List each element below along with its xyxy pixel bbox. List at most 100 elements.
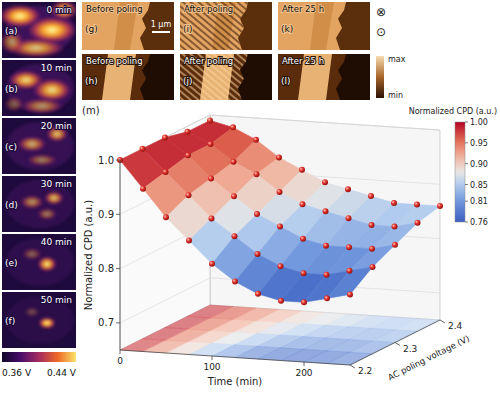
tick-label: 0.8 [98, 263, 114, 274]
tick-label: 1.0 [98, 155, 114, 166]
map-feature [6, 296, 74, 344]
data-point [301, 270, 307, 276]
data-point [346, 244, 352, 250]
colorbar-title: Normalized CPD (a.u.) [409, 107, 497, 116]
data-point [392, 224, 398, 230]
domain [336, 2, 370, 50]
tick [116, 322, 120, 323]
colorbar-label: 0.85 [470, 181, 488, 190]
floor-projection [395, 319, 441, 332]
data-point [255, 251, 261, 257]
data-point [208, 141, 214, 147]
data-point [209, 261, 215, 267]
map-background [2, 176, 76, 232]
colorbar-tick [465, 222, 468, 223]
data-point [368, 193, 374, 199]
map-feature [20, 195, 44, 209]
data-point [324, 272, 330, 278]
data-point [346, 215, 352, 221]
panel-caption: 0 min [46, 5, 72, 15]
kpfm-map [2, 2, 76, 58]
pfm-map [278, 54, 370, 100]
panel-caption: After 25 h [282, 4, 324, 14]
data-point [185, 129, 191, 135]
panel-caption: 50 min [41, 295, 72, 305]
panel-caption: 30 min [41, 179, 72, 189]
map-background [2, 118, 76, 174]
data-point [232, 279, 238, 285]
panel-caption: After poling [184, 56, 233, 66]
tick-label: 0 [117, 356, 123, 366]
tick-label: 2.4 [448, 321, 463, 331]
data-point [347, 268, 353, 274]
colorbar-label: 1.00 [470, 118, 488, 127]
tick-label: 0.9 [98, 209, 114, 220]
data-point [370, 264, 376, 270]
data-point [278, 263, 284, 269]
figure: (a)0 min(b)10 min(c)20 min(d)30 min(e)40… [0, 0, 500, 393]
data-point [347, 291, 353, 297]
pfm-map [180, 54, 272, 100]
data-point [140, 146, 146, 152]
polarization-symbol: ⊗ [376, 5, 386, 19]
tick-label: 100 [203, 362, 220, 372]
panel-label: (a) [5, 26, 18, 36]
data-point [391, 200, 397, 206]
data-point [232, 233, 238, 239]
data-point [345, 186, 351, 192]
map-feature [6, 180, 74, 228]
map-background [82, 54, 174, 100]
map-feature [37, 256, 57, 272]
data-point [163, 214, 169, 220]
pfm-map [82, 54, 174, 100]
data-point [323, 208, 329, 214]
panel-label: (f) [5, 316, 15, 326]
map-background [180, 54, 272, 100]
data-point [185, 152, 191, 158]
axis-line [120, 320, 440, 365]
colorbar-tick [465, 142, 468, 143]
map-background [2, 234, 76, 290]
pfm-colorbar [376, 56, 384, 98]
map-background [180, 2, 272, 50]
tick [116, 268, 120, 269]
panel-label: (e) [5, 258, 18, 268]
panel-label: (k) [281, 24, 293, 34]
tick [395, 343, 400, 346]
data-point [277, 189, 283, 195]
data-point [324, 295, 330, 301]
surface-patch [372, 223, 418, 249]
tick [116, 160, 120, 161]
floor-projection [350, 341, 396, 354]
panel-label: (m) [82, 105, 100, 116]
data-point [300, 236, 306, 242]
data-point [209, 215, 215, 221]
floor-projection [327, 352, 373, 365]
colorbar-tick [465, 184, 468, 185]
data-point [140, 186, 146, 192]
data-point [300, 201, 306, 207]
axis-title: Time (min) [207, 376, 262, 387]
tick [440, 320, 445, 323]
data-point [162, 135, 168, 141]
panel-label: (j) [183, 76, 193, 86]
scale-bar-label: 1 μm [151, 20, 172, 29]
map-background [2, 292, 76, 348]
data-point [253, 137, 259, 143]
data-point [323, 243, 329, 249]
scale-bar [152, 31, 170, 33]
colorbar-tick [465, 122, 468, 123]
kpfm-colorbar [2, 352, 76, 362]
kpfm-map [2, 292, 76, 348]
colorbar-label: 0.95 [470, 139, 488, 148]
floor-projection [372, 330, 418, 343]
data-point [369, 246, 375, 252]
colorbar-label: 0.44 V [47, 368, 77, 378]
data-point [278, 298, 284, 304]
kpfm-map [2, 118, 76, 174]
tick-label: 200 [295, 368, 312, 378]
domain-stripes [180, 54, 248, 100]
data-point [163, 169, 169, 175]
map-feature [6, 122, 74, 170]
colorbar-label: min [388, 91, 403, 100]
